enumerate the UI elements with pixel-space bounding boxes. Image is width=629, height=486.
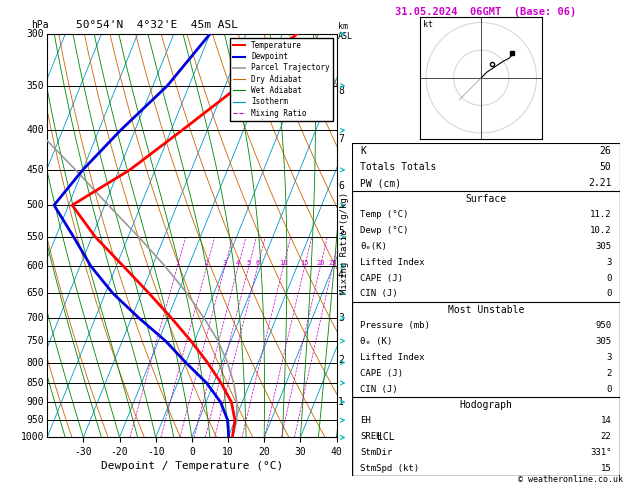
Text: 2: 2 [606,369,611,378]
Text: Lifted Index: Lifted Index [360,258,425,267]
Text: 550: 550 [26,232,44,242]
Text: Dewp (°C): Dewp (°C) [360,226,409,235]
X-axis label: Dewpoint / Temperature (°C): Dewpoint / Temperature (°C) [101,461,283,471]
Text: LCL: LCL [377,433,394,442]
Text: Totals Totals: Totals Totals [360,162,437,172]
Text: StmDir: StmDir [360,448,392,457]
Text: 0: 0 [606,384,611,394]
Text: θₑ(K): θₑ(K) [360,242,387,251]
Text: 3: 3 [223,260,227,266]
Legend: Temperature, Dewpoint, Parcel Trajectory, Dry Adiabat, Wet Adiabat, Isotherm, Mi: Temperature, Dewpoint, Parcel Trajectory… [230,38,333,121]
Text: Mixing Ratio (g/kg): Mixing Ratio (g/kg) [340,192,349,294]
Text: 450: 450 [26,165,44,175]
Text: StmSpd (kt): StmSpd (kt) [360,464,420,473]
Text: 1: 1 [175,260,180,266]
Text: 950: 950 [596,321,611,330]
Text: 15: 15 [601,464,611,473]
Text: 600: 600 [26,261,44,271]
Text: SREH: SREH [360,432,382,441]
Bar [352,191,620,476]
Text: Most Unstable: Most Unstable [448,305,524,315]
Text: 10: 10 [279,260,287,266]
Text: 11.2: 11.2 [590,210,611,219]
Text: CIN (J): CIN (J) [360,290,398,298]
Text: 305: 305 [596,242,611,251]
Text: 8: 8 [338,86,344,96]
Text: 22: 22 [601,432,611,441]
Text: θₑ (K): θₑ (K) [360,337,392,346]
Text: Lifted Index: Lifted Index [360,353,425,362]
Text: 2: 2 [204,260,209,266]
Bar [352,302,620,476]
Text: 0: 0 [606,290,611,298]
Text: 4: 4 [338,270,344,280]
Text: Surface: Surface [465,194,506,204]
Text: 0: 0 [606,274,611,283]
Text: 3: 3 [606,353,611,362]
Text: CIN (J): CIN (J) [360,384,398,394]
Text: 6: 6 [255,260,260,266]
Text: 10.2: 10.2 [590,226,611,235]
Text: 6: 6 [338,181,344,191]
Text: 14: 14 [601,417,611,425]
Text: 850: 850 [26,378,44,388]
Text: 800: 800 [26,358,44,367]
Text: 300: 300 [26,29,44,39]
Text: 5: 5 [247,260,251,266]
Text: 3: 3 [338,313,344,323]
Text: 1: 1 [338,397,344,407]
Text: 50: 50 [600,162,611,172]
Text: PW (cm): PW (cm) [360,178,401,188]
Text: 4: 4 [236,260,240,266]
Text: 5: 5 [338,226,344,236]
Text: hPa: hPa [31,20,49,30]
Bar [352,397,620,476]
Text: kt: kt [423,20,433,29]
Text: Hodograph: Hodograph [459,400,513,410]
Text: Pressure (mb): Pressure (mb) [360,321,430,330]
Text: 2.21: 2.21 [588,178,611,188]
Text: 305: 305 [596,337,611,346]
Text: 331°: 331° [590,448,611,457]
Text: 650: 650 [26,288,44,298]
Text: 20: 20 [316,260,325,266]
Text: 3: 3 [606,258,611,267]
Text: 700: 700 [26,313,44,323]
Text: 500: 500 [26,200,44,210]
Text: 15: 15 [301,260,309,266]
Text: 25: 25 [328,260,337,266]
Text: 50°54'N  4°32'E  45m ASL: 50°54'N 4°32'E 45m ASL [76,20,238,30]
Text: K: K [360,146,366,156]
Text: 7: 7 [338,134,344,144]
Text: 26: 26 [600,146,611,156]
Text: Temp (°C): Temp (°C) [360,210,409,219]
Text: 1000: 1000 [21,433,44,442]
Text: km
ASL: km ASL [338,22,353,41]
Text: 31.05.2024  06GMT  (Base: 06): 31.05.2024 06GMT (Base: 06) [395,7,577,17]
Text: © weatheronline.co.uk: © weatheronline.co.uk [518,474,623,484]
Text: CAPE (J): CAPE (J) [360,369,403,378]
Text: 950: 950 [26,415,44,425]
Text: 900: 900 [26,397,44,407]
Text: 2: 2 [338,355,344,365]
Text: 750: 750 [26,336,44,346]
Text: 400: 400 [26,125,44,136]
Text: CAPE (J): CAPE (J) [360,274,403,283]
Text: 350: 350 [26,81,44,91]
Text: EH: EH [360,417,371,425]
